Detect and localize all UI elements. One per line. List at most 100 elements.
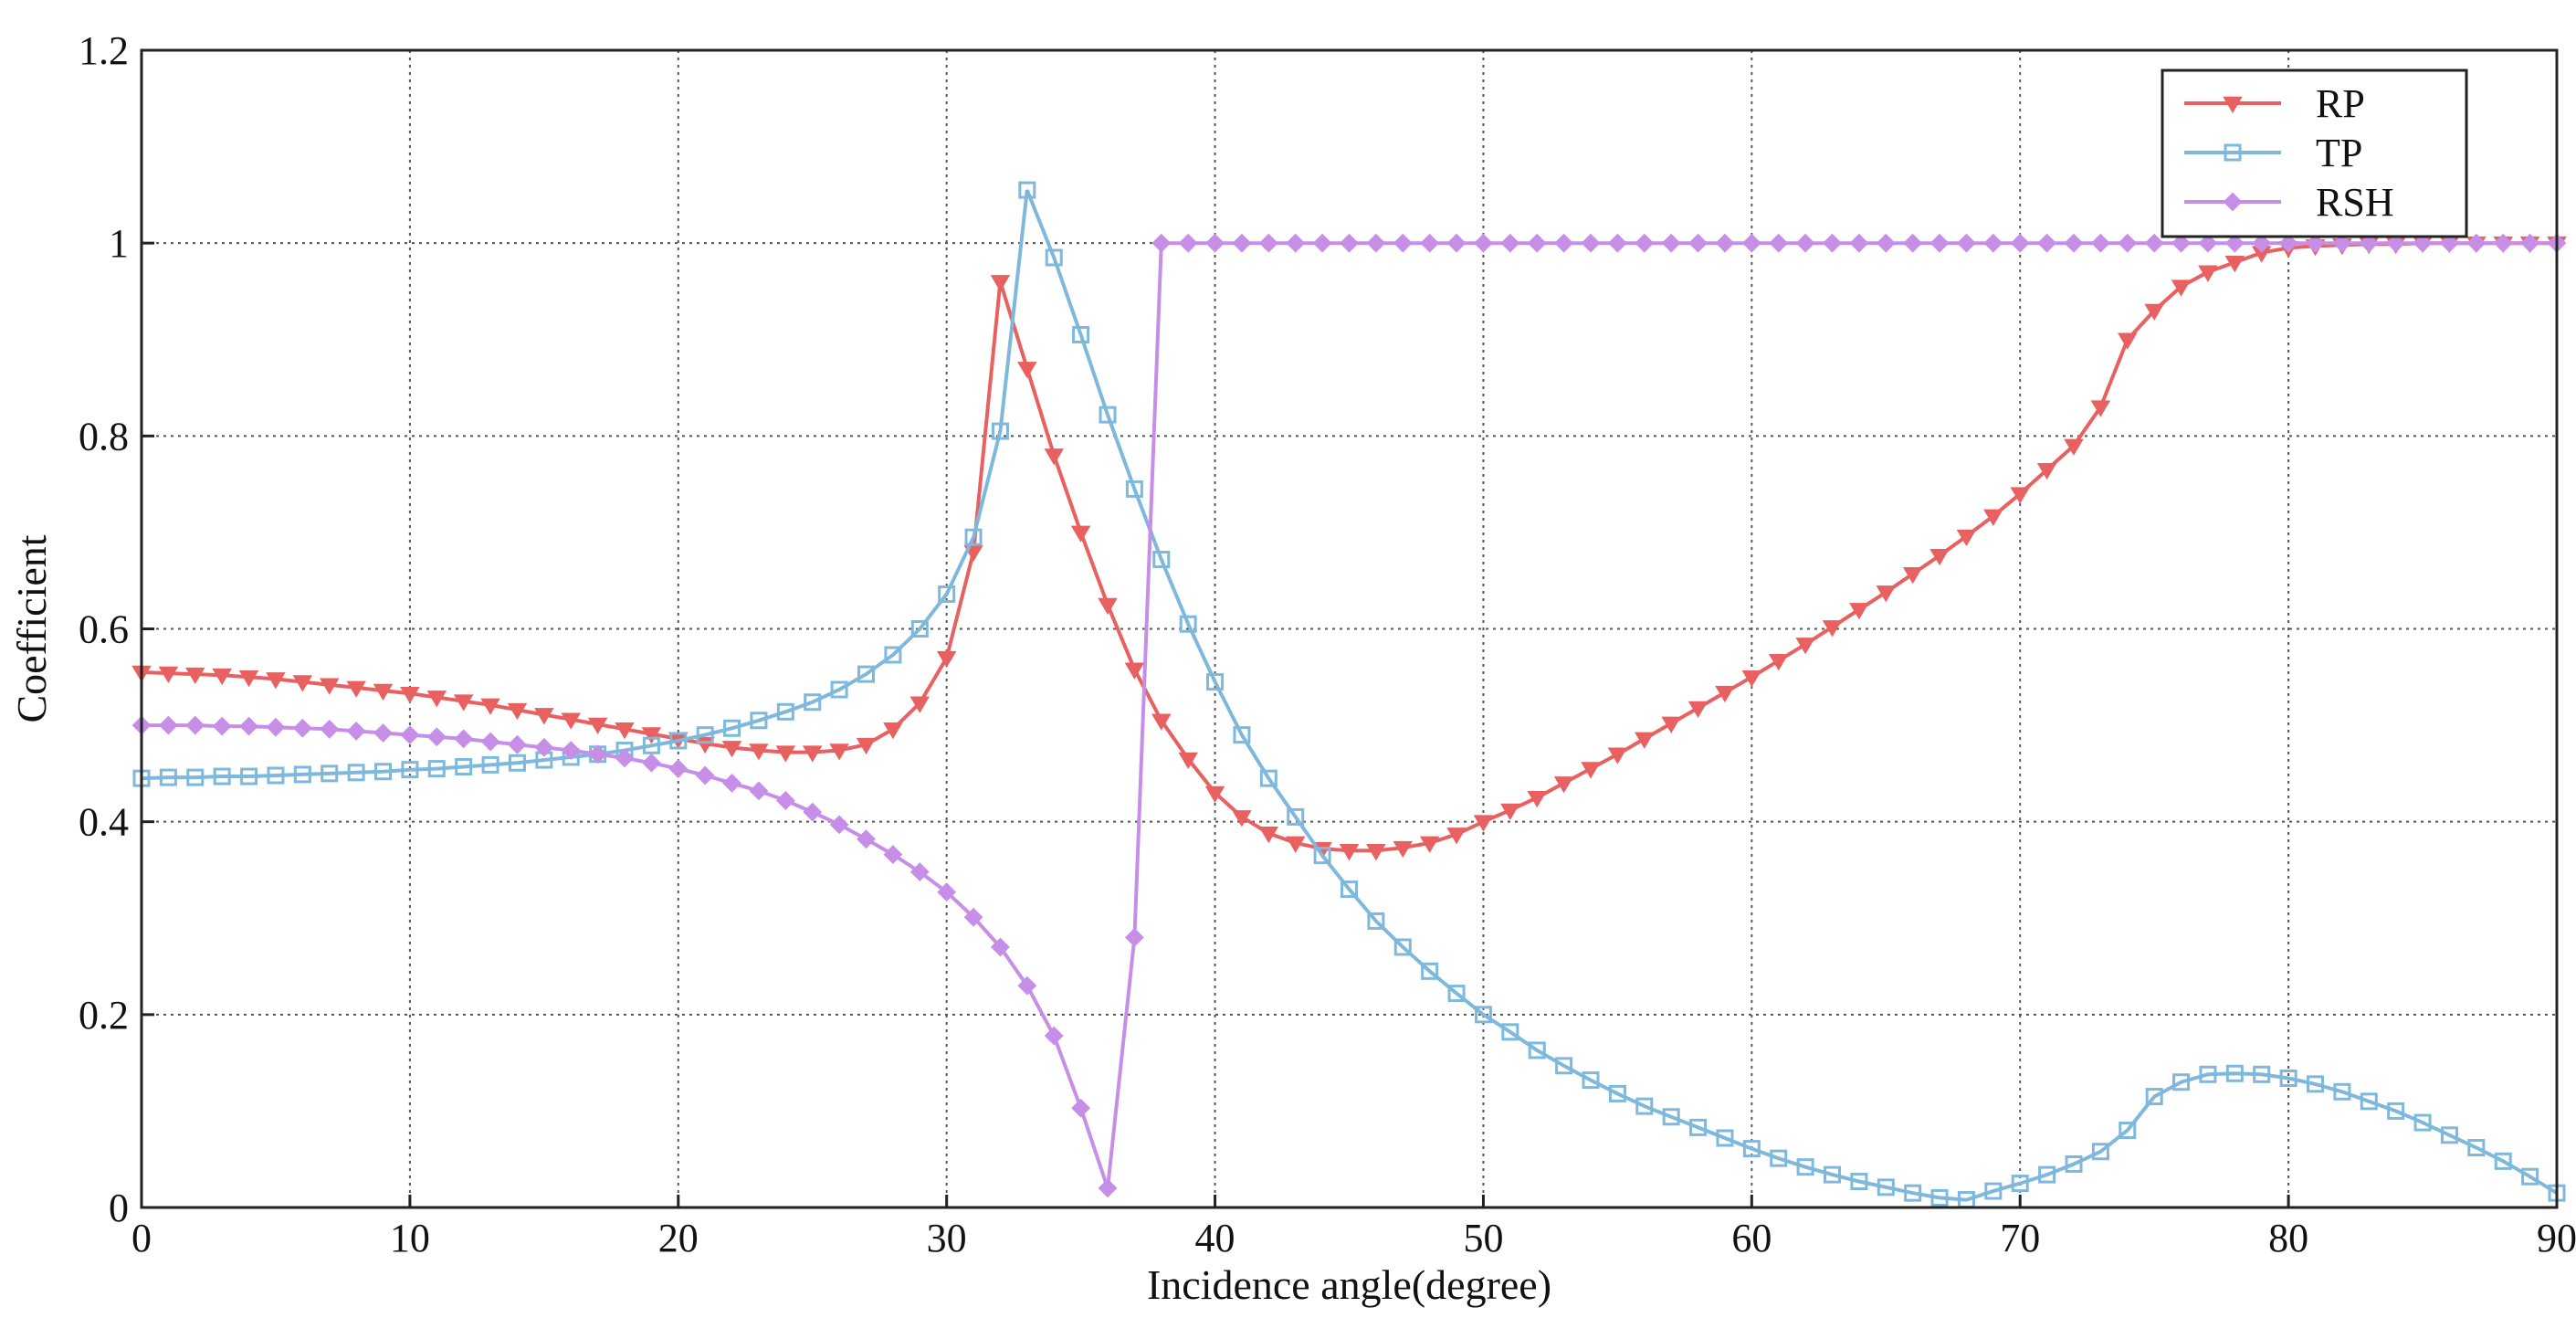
data-point-rp	[1795, 638, 1815, 655]
data-point-tp	[1125, 480, 1143, 498]
data-point-rp	[2198, 265, 2218, 282]
data-point-rsh	[1232, 233, 1252, 253]
data-point-rp	[775, 745, 796, 763]
data-point-rp	[238, 670, 259, 688]
data-point-tp	[186, 768, 205, 786]
data-point-rsh	[1474, 233, 1493, 253]
data-point-tp	[2119, 1122, 2137, 1140]
data-point-rsh	[1286, 233, 1306, 253]
data-point-rp	[319, 678, 340, 695]
data-point-tp	[2038, 1165, 2056, 1184]
data-point-rp	[2036, 462, 2057, 480]
data-point-rsh	[454, 729, 474, 749]
data-point-tp	[293, 765, 311, 784]
data-point-rp	[802, 745, 823, 763]
data-point-rsh	[615, 748, 635, 768]
data-point-tp	[696, 726, 714, 744]
data-point-rp	[158, 666, 179, 684]
data-point-tp	[240, 767, 258, 785]
data-point-rsh	[2090, 233, 2110, 253]
data-point-rsh	[2064, 233, 2084, 253]
data-point-rsh	[158, 715, 178, 735]
data-point-rsh	[1017, 975, 1037, 996]
data-point-rp	[909, 696, 931, 713]
data-point-rsh	[534, 737, 554, 757]
data-point-rsh	[1823, 233, 1842, 253]
data-point-rp	[1339, 844, 1360, 861]
data-point-tp	[2279, 1070, 2297, 1088]
data-point-rsh	[320, 719, 340, 739]
data-point-rsh	[480, 732, 500, 752]
data-point-rp	[1285, 836, 1306, 853]
data-point-rsh	[2144, 233, 2164, 253]
data-point-rp	[1044, 448, 1064, 466]
series-line-rp	[141, 241, 2557, 853]
data-point-rp	[1151, 713, 1172, 731]
data-point-rp	[1446, 828, 1467, 845]
data-point-rsh	[1554, 233, 1574, 253]
data-point-tp	[2440, 1126, 2458, 1144]
data-point-rp	[1393, 840, 1414, 859]
data-point-rp	[1929, 548, 1950, 566]
data-point-rsh	[1903, 233, 1923, 253]
x-tick-label: 70	[2000, 1216, 2040, 1260]
data-point-rsh	[1741, 233, 1761, 253]
x-tick-label: 40	[1195, 1216, 1235, 1260]
data-point-tp	[213, 767, 231, 785]
data-point-rp	[1715, 685, 1735, 703]
data-point-tp	[455, 757, 473, 775]
data-point-tp	[2145, 1088, 2163, 1106]
data-point-rp	[480, 698, 500, 715]
data-point-tp	[1259, 769, 1277, 787]
data-point-tp	[1421, 962, 1439, 980]
data-point-tp	[1367, 912, 1385, 930]
data-point-tp	[1313, 847, 1331, 865]
data-point-tp	[857, 665, 875, 683]
data-point-rsh	[641, 753, 661, 773]
data-point-rp	[2171, 279, 2192, 297]
data-point-rp	[426, 691, 447, 708]
data-point-rsh	[829, 815, 849, 835]
data-point-rp	[1902, 567, 1923, 585]
data-point-tp	[750, 712, 768, 730]
y-axis-label: Coefficient	[8, 534, 55, 722]
data-point-rp	[185, 667, 205, 685]
data-point-rsh	[991, 937, 1010, 957]
data-point-tp	[2413, 1113, 2432, 1132]
data-point-rsh	[695, 765, 715, 785]
data-point-rsh	[2278, 233, 2298, 253]
data-point-rsh	[239, 716, 258, 736]
data-point-rp	[615, 722, 635, 740]
data-point-rsh	[937, 882, 957, 902]
data-point-rp	[1204, 785, 1225, 803]
data-point-rsh	[1366, 233, 1386, 253]
data-point-rsh	[1715, 233, 1735, 253]
y-tick-label: 1.2	[79, 28, 129, 73]
data-point-rsh	[1178, 233, 1198, 253]
data-point-tp	[1582, 1071, 1600, 1090]
data-point-rp	[2144, 303, 2164, 322]
data-point-tp	[723, 719, 741, 737]
data-point-rsh	[400, 725, 420, 745]
data-point-tp	[830, 680, 848, 699]
data-point-rsh	[1983, 233, 2003, 253]
data-point-rsh	[2520, 233, 2540, 253]
data-point-tp	[2065, 1154, 2083, 1173]
data-point-rp	[1366, 844, 1386, 861]
data-point-rsh	[1957, 233, 1976, 253]
data-point-rp	[990, 275, 1011, 292]
y-tick-label: 1	[109, 221, 129, 266]
data-point-rsh	[722, 774, 741, 793]
data-point-rp	[561, 712, 581, 730]
data-point-tp	[776, 702, 794, 721]
data-point-rp	[2010, 487, 2030, 504]
data-point-rp	[749, 743, 769, 761]
data-point-rsh	[2413, 233, 2433, 253]
data-point-rsh	[1527, 233, 1547, 253]
data-point-rp	[507, 702, 528, 721]
data-point-rsh	[588, 744, 608, 764]
data-point-tp	[427, 760, 446, 778]
data-point-rsh	[1044, 1026, 1064, 1046]
data-point-rsh	[2493, 233, 2513, 253]
data-point-rsh	[2037, 233, 2057, 253]
